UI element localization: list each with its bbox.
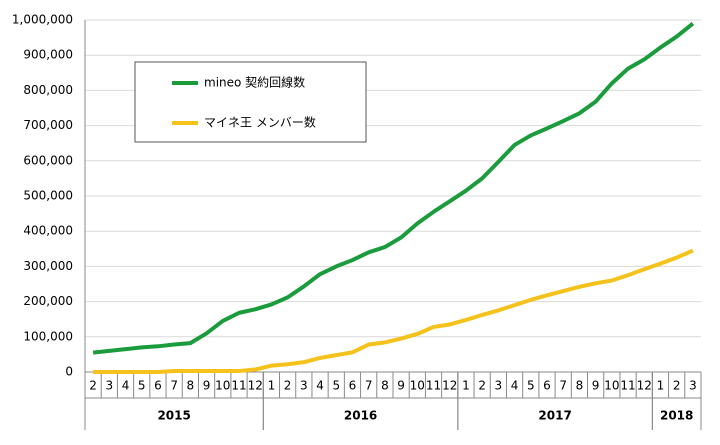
x-tick-label: 8	[381, 379, 389, 393]
legend-label: マイネ王 メンバー数	[204, 115, 316, 130]
x-tick-label: 9	[203, 379, 211, 393]
x-tick-label: 3	[300, 379, 308, 393]
x-tick-label: 5	[527, 379, 535, 393]
x-group-label: 2017	[538, 409, 571, 423]
x-tick-label: 3	[689, 379, 697, 393]
x-tick-label: 1	[268, 379, 276, 393]
y-tick-label: 1,000,000	[12, 13, 73, 27]
x-tick-label: 10	[215, 379, 230, 393]
x-tick-label: 4	[316, 379, 324, 393]
x-tick-label: 4	[122, 379, 130, 393]
y-tick-label: 0	[65, 365, 73, 379]
x-tick-label: 10	[604, 379, 619, 393]
x-tick-label: 3	[105, 379, 113, 393]
legend-label: mineo 契約回線数	[204, 75, 305, 90]
x-tick-label: 6	[154, 379, 162, 393]
y-tick-label: 300,000	[23, 259, 73, 273]
x-tick-label: 6	[349, 379, 357, 393]
x-tick-label: 2	[89, 379, 97, 393]
y-tick-label: 700,000	[23, 118, 73, 132]
x-tick-label: 2	[284, 379, 292, 393]
x-group-label: 2015	[157, 409, 190, 423]
x-tick-label: 12	[442, 379, 457, 393]
y-tick-label: 800,000	[23, 83, 73, 97]
x-tick-label: 6	[543, 379, 551, 393]
x-tick-label: 8	[576, 379, 584, 393]
x-tick-label: 5	[332, 379, 340, 393]
y-tick-label: 900,000	[23, 48, 73, 62]
x-tick-label: 1	[462, 379, 470, 393]
x-tick-label: 7	[365, 379, 373, 393]
x-tick-label: 8	[187, 379, 195, 393]
x-tick-label: 7	[170, 379, 178, 393]
x-group-label: 2016	[344, 409, 377, 423]
x-tick-label: 9	[397, 379, 405, 393]
x-tick-label: 7	[559, 379, 567, 393]
x-tick-label: 11	[620, 379, 635, 393]
x-tick-label: 1	[657, 379, 665, 393]
y-tick-label: 500,000	[23, 189, 73, 203]
y-tick-label: 200,000	[23, 294, 73, 308]
x-tick-label: 11	[426, 379, 441, 393]
x-tick-label: 4	[511, 379, 519, 393]
x-tick-label: 12	[637, 379, 652, 393]
y-tick-label: 600,000	[23, 153, 73, 167]
y-tick-label: 100,000	[23, 329, 73, 343]
legend-box	[134, 61, 367, 143]
series-line	[92, 21, 695, 355]
x-tick-label: 11	[231, 379, 246, 393]
series-line	[93, 248, 694, 374]
x-tick-label: 12	[248, 379, 263, 393]
x-tick-label: 9	[592, 379, 600, 393]
x-tick-label: 10	[410, 379, 425, 393]
x-tick-label: 3	[495, 379, 503, 393]
y-tick-label: 400,000	[23, 224, 73, 238]
x-group-label: 2018	[660, 409, 693, 423]
x-tick-label: 2	[478, 379, 486, 393]
x-tick-label: 2	[673, 379, 681, 393]
x-tick-label: 5	[138, 379, 146, 393]
